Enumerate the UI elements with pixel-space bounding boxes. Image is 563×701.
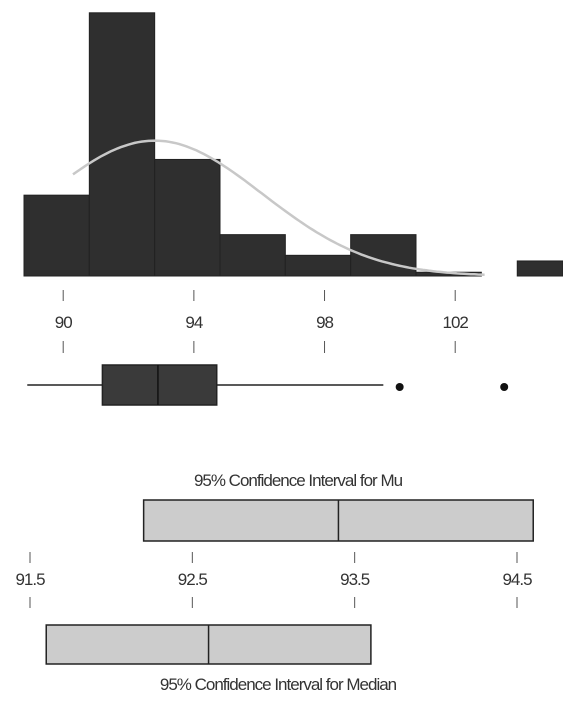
ci-mu-title: 95% Confidence Interval for Mu bbox=[194, 471, 403, 490]
histogram-x-axis: 90 94 98 102 bbox=[55, 290, 469, 353]
histogram-tick-label: 102 bbox=[443, 313, 469, 332]
confidence-intervals bbox=[45, 499, 534, 665]
ci-tick-label: 93.5 bbox=[340, 570, 370, 589]
histogram-bar bbox=[219, 234, 286, 277]
boxplot-outlier bbox=[500, 383, 509, 391]
ci-x-axis: 91.5 92.5 93.5 94.5 bbox=[15, 552, 533, 608]
histogram-bar bbox=[88, 12, 156, 277]
histogram-tick-label: 90 bbox=[55, 313, 72, 332]
normal-curve bbox=[72, 139, 485, 276]
ci-tick-label: 91.5 bbox=[15, 570, 45, 589]
histogram-tick-label: 98 bbox=[316, 313, 333, 332]
boxplot-outlier bbox=[395, 383, 404, 391]
histogram-bar bbox=[284, 254, 352, 277]
ci-tick-label: 92.5 bbox=[178, 570, 208, 589]
boxplot bbox=[27, 364, 509, 406]
ci-tick-label: 94.5 bbox=[502, 570, 532, 589]
histogram-bar bbox=[154, 158, 221, 277]
boxplot-box bbox=[101, 364, 218, 406]
histogram-bar bbox=[516, 260, 563, 277]
ci-median-title: 95% Confidence Interval for Median bbox=[160, 675, 397, 694]
histogram bbox=[23, 12, 563, 277]
histogram-tick-label: 94 bbox=[185, 313, 202, 332]
histogram-bar bbox=[23, 194, 90, 277]
